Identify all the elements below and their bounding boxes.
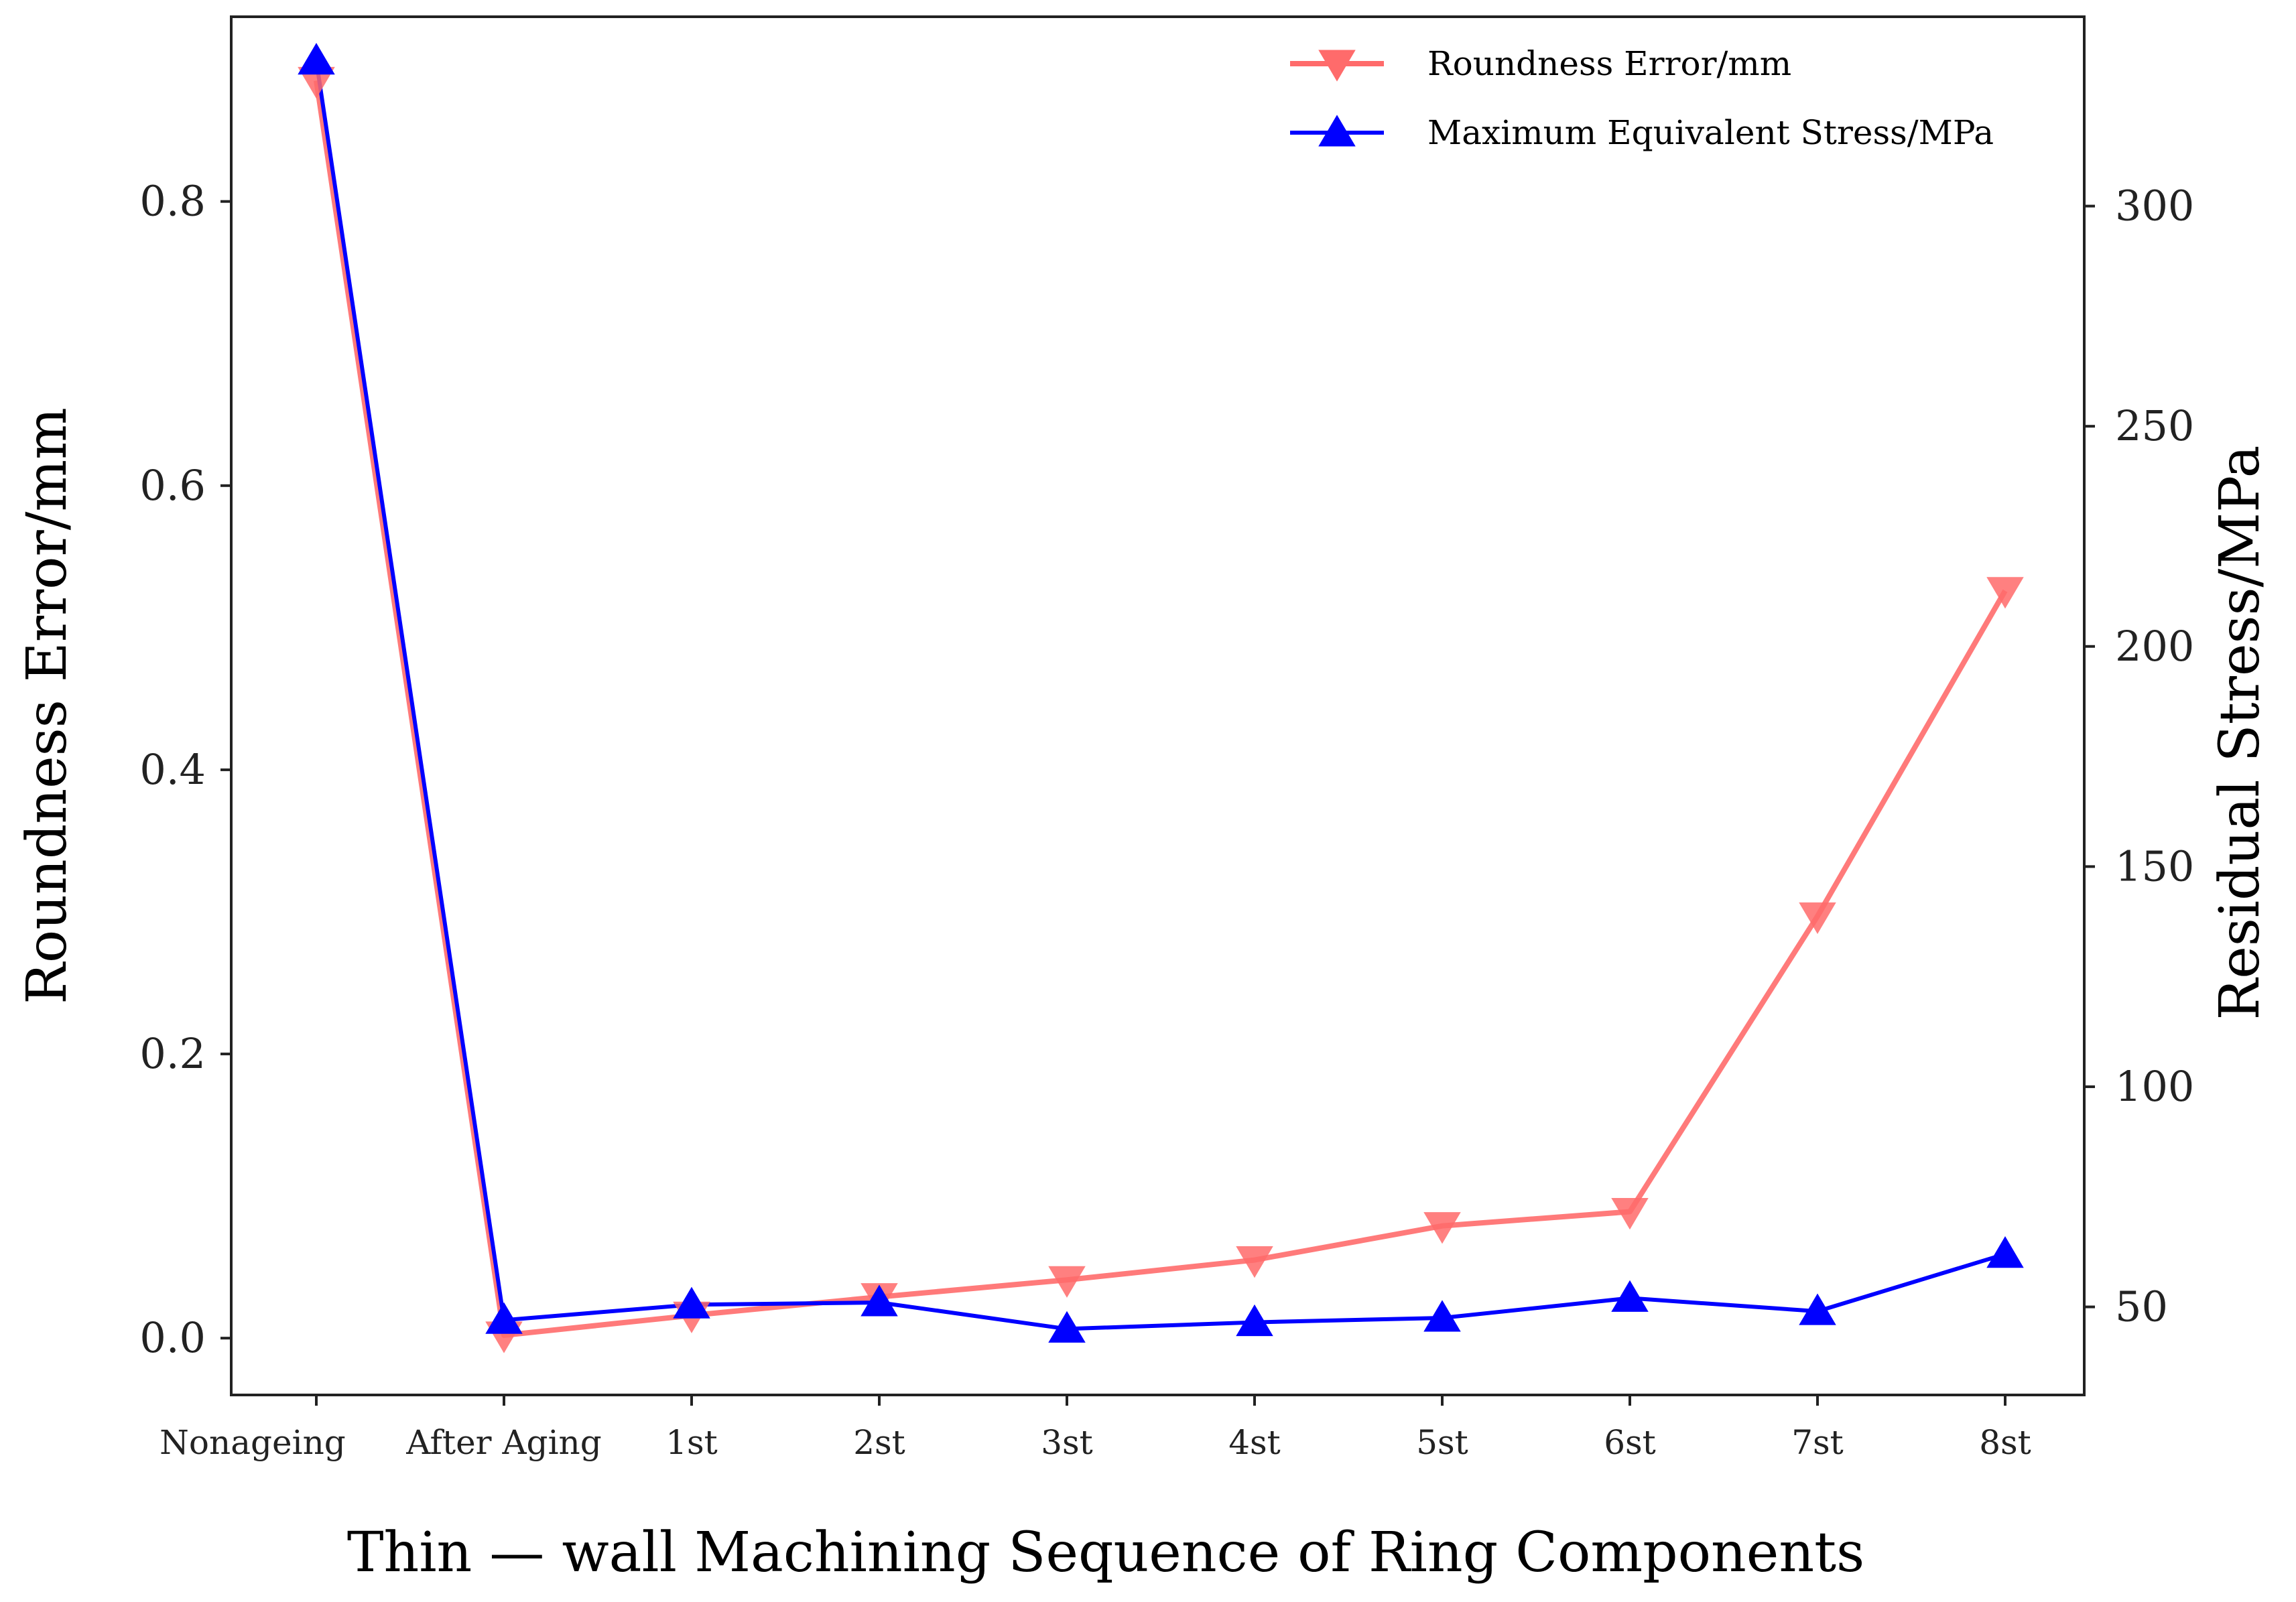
series-2-point [1423,1300,1461,1332]
left-y-axis: 0.0 0.2 0.4 0.6 0.8 [139,177,231,1362]
series-lines [314,60,2008,1338]
series-2-point [1986,1236,2024,1268]
x-tick-label: 6st [1604,1423,1656,1462]
x-tick-label: 8st [1979,1423,2031,1462]
series-markers [298,43,2024,1353]
series-1-point [1611,1197,1649,1230]
series-2-point [298,43,335,75]
right-y-tick-label: 150 [2115,842,2194,890]
series-1-point [1423,1212,1461,1244]
series-2-point [1048,1311,1086,1343]
legend: Roundness Error/mm Maximum Equivalent Str… [1290,44,1994,152]
left-y-axis-title: Roundness Error/mm [15,407,79,1004]
series-2-point [1236,1304,1273,1337]
left-y-tick-label: 0.4 [139,745,206,794]
series-line-1 [314,80,2008,1338]
x-tick-label: 1st [665,1423,718,1462]
right-y-tick-label: 100 [2115,1062,2194,1111]
left-y-tick-label: 0.2 [139,1029,206,1078]
series-2-point [1611,1280,1649,1312]
x-tick-label: 4st [1228,1423,1281,1462]
x-tick-label: 3st [1041,1423,1093,1462]
x-tick-label: 7st [1791,1423,1844,1462]
series-1-point [1236,1246,1273,1278]
legend-marker-2 [1318,115,1356,147]
plot-frame [230,15,2086,1396]
series-1-point [1048,1266,1086,1298]
legend-label-2: Maximum Equivalent Stress/MPa [1427,113,1994,152]
series-2-point [860,1284,898,1317]
right-y-tick-label: 250 [2115,401,2194,450]
series-2-point [1799,1293,1836,1325]
x-tick-label: After Aging [405,1423,602,1462]
legend-label-1: Roundness Error/mm [1427,44,1791,83]
right-y-tick-label: 300 [2115,182,2194,230]
x-axis-title: Thin — wall Machining Sequence of Ring C… [347,1521,1864,1585]
right-y-tick-label: 200 [2115,622,2194,671]
legend-marker-1 [1318,50,1356,82]
x-tick-label: Nonageing [160,1423,346,1462]
series-2-point [673,1286,710,1319]
right-y-tick-label: 50 [2115,1282,2168,1331]
x-axis: Nonageing After Aging 1st 2st 3st 4st 5st 6st 7s… [160,1395,2031,1462]
left-y-tick-label: 0.8 [139,177,206,226]
x-tick-label: 2st [853,1423,905,1462]
left-y-tick-label: 0.0 [139,1313,206,1362]
left-y-tick-label: 0.6 [139,461,206,510]
series-2-point [485,1302,523,1334]
series-line-2 [314,60,2006,1331]
series-1-point [1799,902,1836,935]
right-y-axis: 50 100 150 200 250 300 [2084,182,2194,1331]
series-1-point [1986,577,2024,609]
x-tick-label: 5st [1416,1423,1468,1462]
right-y-axis-title: Residual Stress/MPa [2208,445,2272,1020]
